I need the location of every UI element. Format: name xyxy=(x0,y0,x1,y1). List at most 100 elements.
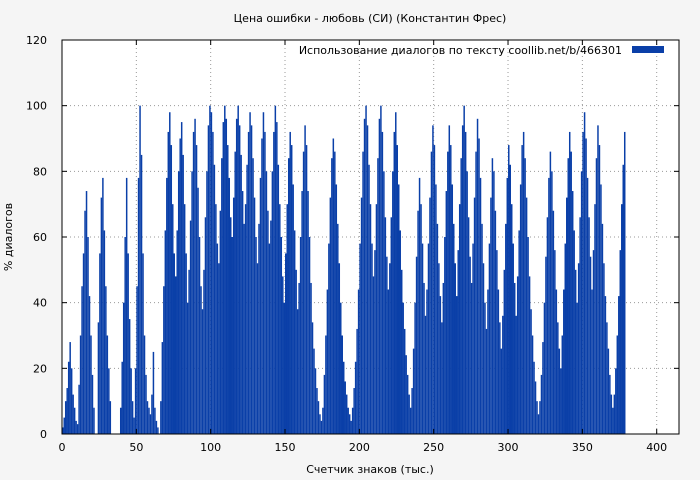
bar xyxy=(174,276,177,434)
bar xyxy=(444,237,446,434)
legend: Использование диалогов по тексту coollib… xyxy=(299,44,664,57)
bar xyxy=(93,407,95,434)
bar xyxy=(75,420,77,434)
bar xyxy=(200,286,202,434)
bar xyxy=(88,296,91,434)
bar xyxy=(290,145,293,435)
bar xyxy=(244,204,247,434)
bar xyxy=(548,177,550,434)
bar xyxy=(152,351,155,434)
bar xyxy=(597,125,599,434)
bar xyxy=(482,263,485,434)
bar xyxy=(259,177,262,434)
bar xyxy=(235,118,238,435)
bar xyxy=(371,243,373,434)
bar xyxy=(619,250,622,434)
bar xyxy=(467,217,470,434)
bar xyxy=(591,289,593,434)
bar xyxy=(595,158,598,434)
bar xyxy=(424,315,427,434)
bar xyxy=(521,145,523,435)
bar xyxy=(146,401,149,434)
bar xyxy=(487,289,489,434)
bar xyxy=(276,122,278,434)
bar xyxy=(106,335,109,434)
bar xyxy=(201,309,204,434)
bar xyxy=(360,197,363,434)
bar xyxy=(463,105,465,435)
bar xyxy=(313,348,315,434)
bar xyxy=(403,328,406,434)
bar xyxy=(166,177,168,434)
bar xyxy=(136,286,138,434)
bar xyxy=(485,328,488,434)
bar xyxy=(430,151,433,434)
bar xyxy=(222,122,225,434)
bar xyxy=(503,269,506,434)
bar xyxy=(612,407,614,434)
bar xyxy=(393,131,396,434)
bar xyxy=(173,253,175,434)
bar xyxy=(542,342,544,434)
bar xyxy=(62,427,64,434)
bar xyxy=(432,125,434,434)
bar xyxy=(552,210,555,434)
bar xyxy=(464,131,467,434)
bar xyxy=(133,417,135,434)
bar xyxy=(289,131,291,434)
bar xyxy=(500,348,503,434)
bar xyxy=(513,282,516,434)
bar xyxy=(563,289,565,434)
bar xyxy=(583,112,586,434)
bar xyxy=(475,151,477,434)
x-tick-label: 400 xyxy=(646,441,667,454)
bar xyxy=(292,184,294,434)
bar xyxy=(564,243,567,434)
bar xyxy=(299,237,302,434)
bar xyxy=(274,105,277,435)
bar xyxy=(258,223,260,434)
bar xyxy=(304,125,306,434)
bar xyxy=(105,286,107,434)
bar xyxy=(537,414,540,434)
bar xyxy=(555,289,558,434)
bar xyxy=(130,368,132,434)
bar xyxy=(170,145,173,435)
bar xyxy=(108,368,110,434)
bar xyxy=(255,237,257,434)
bar xyxy=(539,401,541,434)
bar xyxy=(127,253,129,434)
bar xyxy=(161,342,164,434)
bar xyxy=(72,394,74,434)
bar xyxy=(447,151,449,434)
y-tick-label: 120 xyxy=(26,34,47,47)
bar xyxy=(195,145,198,435)
bar xyxy=(82,253,85,434)
bar xyxy=(457,250,459,434)
bar xyxy=(335,184,338,434)
bar xyxy=(267,210,269,434)
bar xyxy=(87,237,89,434)
bar xyxy=(230,217,232,434)
x-tick-label: 250 xyxy=(423,441,444,454)
bar xyxy=(365,105,367,435)
bar xyxy=(484,302,486,434)
bar xyxy=(418,177,421,434)
bar xyxy=(426,289,428,434)
bar xyxy=(182,154,184,434)
bar xyxy=(119,407,122,434)
bar xyxy=(305,145,308,435)
bar xyxy=(533,361,535,434)
bar xyxy=(615,368,617,434)
bar xyxy=(323,374,326,434)
bar xyxy=(381,131,384,434)
bar xyxy=(90,335,92,434)
bar xyxy=(79,335,82,434)
bar xyxy=(234,151,236,434)
bar xyxy=(81,286,83,434)
bar xyxy=(179,138,181,434)
bar xyxy=(356,328,358,434)
bar xyxy=(606,322,608,434)
bar xyxy=(139,105,141,435)
bar xyxy=(163,286,165,434)
